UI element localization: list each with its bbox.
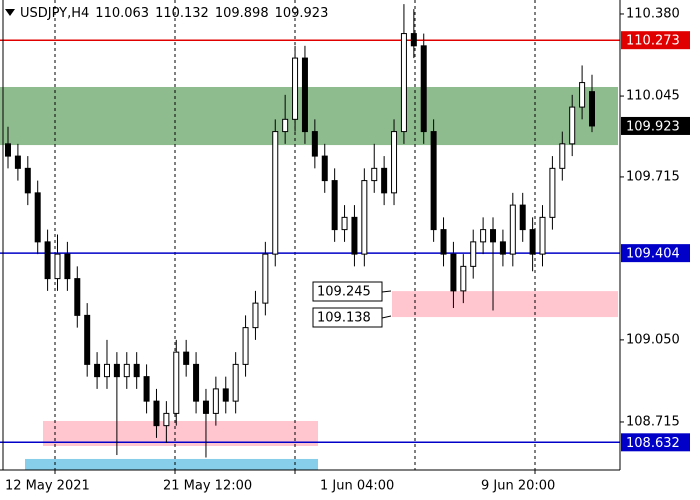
candle-body	[549, 167, 556, 218]
header-symbol: USDJPY,H4	[20, 6, 89, 21]
level-label: 109.404	[626, 247, 680, 262]
candle-body	[381, 167, 388, 194]
y-tick-label: 108.715	[626, 414, 680, 429]
candle-body	[311, 131, 318, 157]
candle-body	[470, 241, 477, 267]
header-price: 110.132	[155, 6, 209, 21]
y-tick-label: 109.050	[626, 332, 680, 347]
candle-body	[272, 131, 279, 255]
candle-body	[391, 131, 398, 194]
candle-body	[509, 204, 516, 255]
candle-body	[113, 363, 120, 378]
candle-body	[173, 351, 180, 414]
candle-body	[262, 253, 269, 304]
candle-body	[202, 400, 209, 414]
candle-body	[529, 229, 536, 255]
candle-body	[64, 253, 71, 280]
zone-label: 109.138	[317, 311, 371, 326]
menu-arrow	[5, 9, 15, 16]
candle-body	[430, 131, 437, 231]
candle-body	[420, 45, 427, 133]
candle-body	[361, 180, 368, 255]
candle-body	[460, 265, 467, 292]
zone-label-connector	[381, 315, 392, 319]
candle-body	[212, 388, 219, 414]
level-label: 110.273	[626, 34, 680, 49]
candle-body	[74, 278, 81, 316]
candle-body	[193, 363, 200, 402]
candle-body	[222, 388, 229, 402]
level-label-box	[621, 31, 690, 50]
x-tick-label: 9 Jun 20:00	[481, 479, 555, 494]
candle-body	[321, 155, 328, 182]
zone-label-box	[312, 281, 383, 302]
header-price: 109.923	[275, 6, 329, 21]
zone-label: 109.245	[317, 285, 371, 300]
candle-body	[242, 327, 249, 365]
candle-body	[480, 229, 487, 243]
candle-body	[440, 229, 447, 255]
candle-body	[153, 400, 160, 427]
level-label-box	[621, 433, 690, 452]
candle-body	[490, 229, 497, 243]
current-price-label: 109.923	[626, 119, 680, 134]
x-tick-label: 1 Jun 04:00	[320, 479, 394, 494]
level-label: 108.632	[626, 436, 680, 451]
candle-body	[14, 155, 21, 169]
zone-label-box	[312, 307, 383, 328]
candle-body	[569, 106, 576, 145]
candle-body	[5, 143, 11, 157]
candle-body	[331, 180, 338, 231]
candle-body	[34, 192, 41, 243]
candle-body	[54, 253, 61, 280]
candle-body	[579, 82, 586, 108]
header-price: 110.063	[95, 6, 149, 21]
chart-header: USDJPY,H4 110.063 110.132 109.898 109.923	[20, 6, 328, 21]
y-tick-label: 109.715	[626, 169, 680, 184]
candle-body	[589, 91, 595, 127]
candle-body	[44, 241, 51, 280]
candle-body	[301, 57, 308, 133]
candle-body	[183, 351, 190, 365]
candle-body	[559, 143, 566, 169]
zone	[392, 291, 618, 318]
current-price-label-box	[621, 116, 690, 135]
candle-body	[400, 33, 407, 133]
candle-body	[103, 363, 110, 378]
candle-body	[232, 363, 239, 402]
candle-body	[143, 376, 150, 402]
zone	[0, 86, 618, 146]
candle-body	[499, 241, 506, 255]
candle-body	[252, 302, 259, 329]
candle-body	[519, 204, 526, 231]
candle-body	[351, 216, 358, 255]
x-tick-label: 21 May 12:00	[163, 479, 252, 494]
level-label-box	[621, 244, 690, 263]
candle-body	[163, 412, 170, 427]
candle-body	[24, 167, 31, 194]
zone-label-connector	[381, 290, 392, 293]
header-price: 109.898	[215, 6, 269, 21]
candle-body	[123, 363, 130, 378]
zone	[25, 458, 318, 470]
x-tick-label: 12 May 2021	[5, 479, 90, 494]
candle-body	[371, 167, 378, 182]
candle-body	[94, 363, 101, 378]
y-tick-label: 110.380	[626, 6, 680, 21]
y-tick-label: 110.045	[626, 89, 680, 104]
candle-body	[539, 216, 546, 255]
candle-body	[410, 33, 417, 47]
candle-body	[292, 57, 299, 120]
candle-body	[341, 216, 348, 231]
candle-body	[84, 314, 91, 365]
candle-body	[133, 363, 140, 378]
candle-body	[282, 118, 289, 133]
candle-body	[450, 253, 457, 292]
